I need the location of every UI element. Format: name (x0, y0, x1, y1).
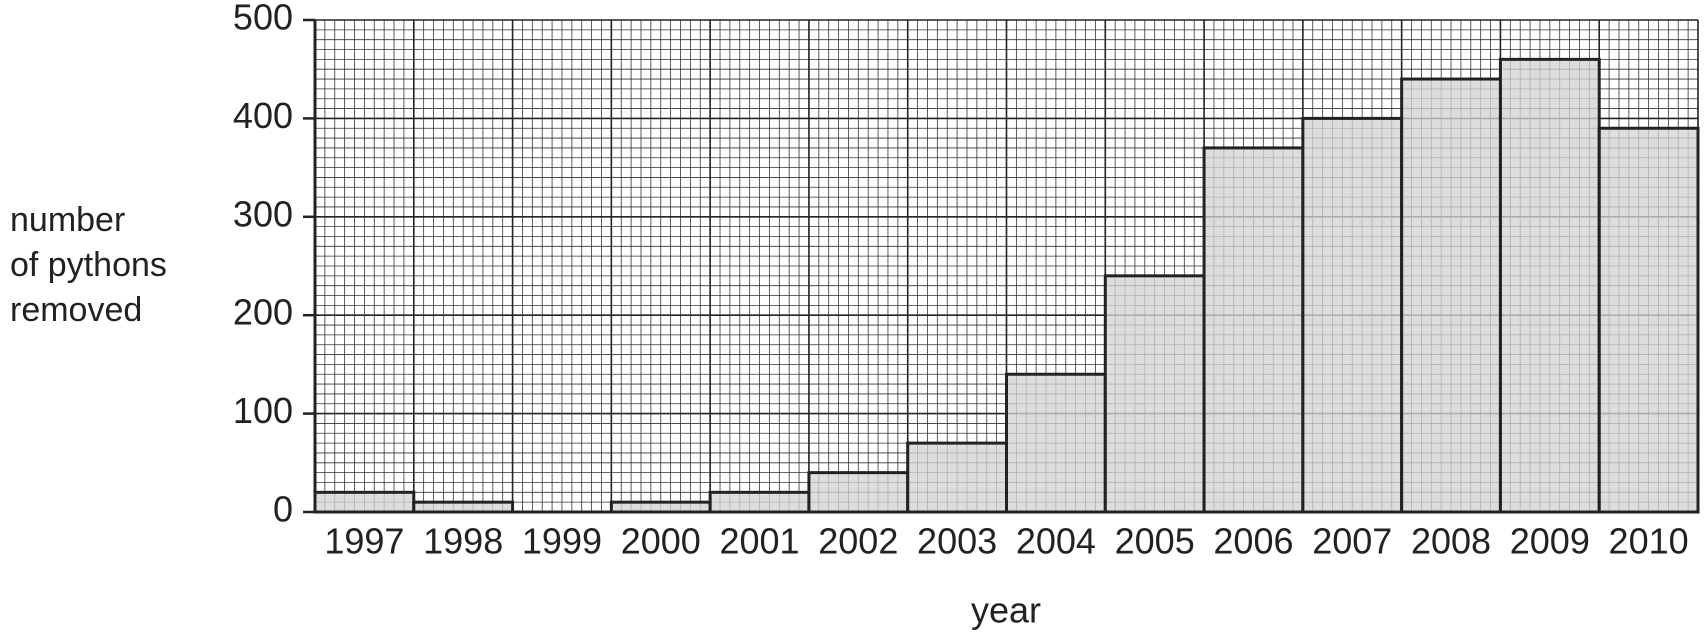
bar (1202, 146, 1305, 514)
x-tick-label: 2001 (719, 521, 799, 562)
x-tick-label: 2005 (1115, 521, 1195, 562)
x-tick-label: 1999 (522, 521, 602, 562)
x-tick-label: 2010 (1609, 521, 1689, 562)
bar (1498, 57, 1601, 514)
x-axis-label: year (971, 590, 1041, 631)
y-tick-label: 200 (233, 292, 293, 333)
y-tick-label: 100 (233, 390, 293, 431)
x-tick-label: 1997 (324, 521, 404, 562)
x-tick-label: 2009 (1510, 521, 1590, 562)
bar (1301, 116, 1404, 514)
x-tick-label: 2002 (818, 521, 898, 562)
x-tick-label: 1998 (423, 521, 503, 562)
y-tick-label: 300 (233, 193, 293, 234)
x-tick-label: 2006 (1213, 521, 1293, 562)
y-tick-label: 0 (273, 489, 293, 530)
y-tick-label: 400 (233, 95, 293, 136)
x-tick-label: 2000 (621, 521, 701, 562)
x-tick-label: 2007 (1312, 521, 1392, 562)
bar (906, 441, 1009, 514)
bar (1400, 77, 1502, 514)
y-axis-label: number of pythons removed (10, 201, 167, 329)
bar (1597, 126, 1700, 514)
bar (1005, 372, 1107, 514)
x-tick-label: 2008 (1411, 521, 1491, 562)
bar (313, 490, 416, 514)
bar (708, 490, 811, 514)
bar (1103, 274, 1206, 514)
y-tick-label: 500 (233, 0, 293, 38)
x-tick-label: 2004 (1016, 521, 1096, 562)
x-tick-label: 2003 (917, 521, 997, 562)
bar (807, 471, 910, 514)
